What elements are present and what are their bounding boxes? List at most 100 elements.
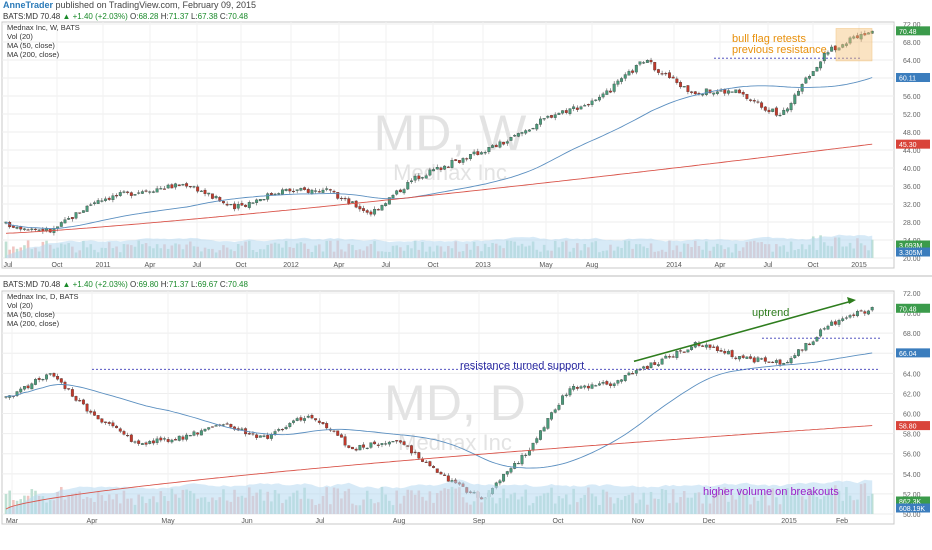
candle-body — [527, 450, 531, 456]
candle-body — [284, 189, 288, 191]
candle-body — [719, 350, 723, 352]
legend-entry: MA (50, close) — [7, 310, 55, 319]
candle-body — [830, 46, 834, 52]
candle-body — [78, 212, 82, 214]
symbol[interactable]: BATS:MD — [3, 280, 38, 289]
candle-body — [690, 346, 694, 350]
candle-body — [233, 203, 236, 210]
candle-body — [207, 192, 211, 195]
candle-body — [616, 80, 620, 85]
candle-body — [498, 141, 502, 148]
candle-body — [461, 158, 465, 163]
symbol-line-daily: BATS:MD 70.48 ▲ +1.40 (+2.03%) O:69.80 H… — [3, 280, 248, 289]
candle-body — [808, 76, 811, 79]
candle-body — [19, 388, 23, 393]
y-tick-label: 44.00 — [903, 148, 921, 155]
ma200-line — [5, 143, 873, 234]
candle-body — [373, 441, 377, 445]
axis-badge — [896, 139, 930, 149]
axis-badge — [896, 303, 930, 313]
candle-body — [207, 427, 211, 430]
candle-body — [74, 396, 78, 401]
candle-body — [214, 196, 218, 199]
candle-body — [376, 444, 380, 446]
candle-body — [11, 225, 15, 228]
candle-body — [159, 188, 163, 190]
x-tick-label: Apr — [334, 262, 346, 269]
candle-body — [822, 53, 826, 62]
candle-body — [738, 356, 741, 360]
volume-bar — [4, 493, 8, 514]
x-tick-label: Jul — [382, 262, 391, 269]
y-tick-label: 36.00 — [903, 184, 921, 191]
legend-entry: Vol (20) — [7, 301, 33, 310]
candle-body — [317, 191, 321, 193]
x-tick-label: Jul — [193, 262, 202, 269]
candle-body — [284, 426, 288, 430]
candle-body — [281, 428, 284, 431]
candle-body — [833, 321, 837, 325]
candle-body — [734, 357, 738, 359]
candle-body — [395, 190, 399, 195]
candle-body — [104, 421, 107, 423]
candle-body — [181, 436, 185, 440]
candle-body — [269, 193, 273, 195]
candle-body — [188, 435, 192, 437]
candle-body — [727, 350, 730, 355]
candle-body — [185, 434, 189, 440]
axis-badge — [896, 496, 930, 506]
y-tick-label: 20.00 — [903, 256, 921, 263]
candle-body — [535, 438, 539, 443]
candle-body — [225, 203, 229, 206]
candle-body — [468, 154, 472, 160]
axis-badge-label: 58.80 — [899, 424, 917, 431]
candle-body — [642, 366, 646, 369]
candle-body — [410, 445, 413, 454]
candle-body — [93, 411, 96, 416]
candle-body — [354, 200, 358, 208]
candle-body — [262, 435, 266, 437]
candle-body — [15, 227, 19, 229]
axis-badge — [896, 26, 930, 36]
candle-body — [771, 361, 775, 363]
y-tick-label: 56.00 — [903, 452, 921, 459]
candle-body — [406, 182, 410, 190]
candle-body — [196, 432, 200, 435]
candle-body — [767, 361, 771, 363]
candle-body — [848, 315, 852, 318]
candle-body — [306, 188, 310, 193]
candle-body — [222, 424, 225, 426]
watermark-symbol: MD, D — [384, 375, 526, 431]
candle-body — [177, 435, 181, 441]
candle-body — [163, 188, 166, 190]
candle-body — [833, 45, 837, 51]
symbol[interactable]: BATS:MD — [3, 12, 38, 21]
candle-body — [712, 346, 716, 348]
axis-badge-label: 70.48 — [899, 306, 917, 313]
candle-body — [89, 204, 93, 206]
candle-body — [339, 197, 343, 200]
x-tick-label: 2014 — [666, 262, 682, 269]
candle-body — [310, 415, 314, 419]
candle-body — [48, 373, 52, 375]
x-tick-label: 2015 — [781, 518, 797, 525]
candle-body — [830, 321, 834, 326]
candle-body — [37, 378, 41, 380]
candle-body — [199, 430, 203, 436]
candle-body — [277, 429, 281, 431]
candle-body — [129, 434, 133, 442]
candle-body — [856, 311, 859, 317]
candle-body — [310, 189, 314, 194]
candle-body — [332, 430, 336, 432]
candle-body — [129, 192, 133, 196]
axis-badge-label: 3.305M — [899, 250, 923, 257]
candle-body — [601, 93, 605, 98]
candle-body — [22, 228, 26, 230]
author-link[interactable]: AnneTrader — [3, 0, 54, 10]
candle-body — [531, 128, 535, 130]
candle-body — [435, 167, 439, 170]
candle-body — [594, 99, 598, 101]
candle-body — [568, 388, 572, 396]
candle-body — [417, 452, 421, 459]
